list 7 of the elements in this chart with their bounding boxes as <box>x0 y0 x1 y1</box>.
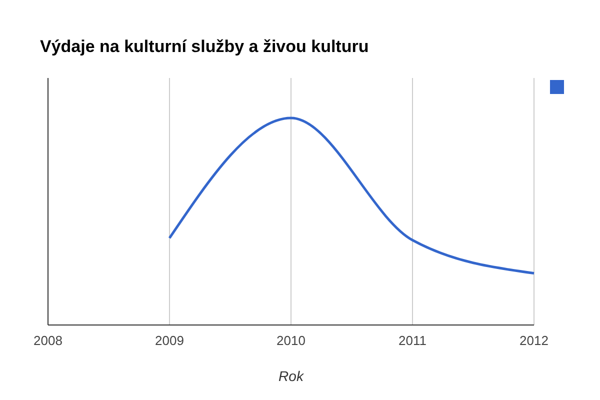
x-tick-label: 2008 <box>34 333 62 348</box>
chart-title: Výdaje na kulturní služby a živou kulturu <box>40 37 369 56</box>
x-tick-label: 2009 <box>155 333 184 348</box>
x-tick-label: 2011 <box>398 333 426 348</box>
x-tick-label: 2012 <box>520 333 548 348</box>
x-tick-label: 2010 <box>276 333 306 348</box>
x-axis-title: Rok <box>278 368 304 384</box>
